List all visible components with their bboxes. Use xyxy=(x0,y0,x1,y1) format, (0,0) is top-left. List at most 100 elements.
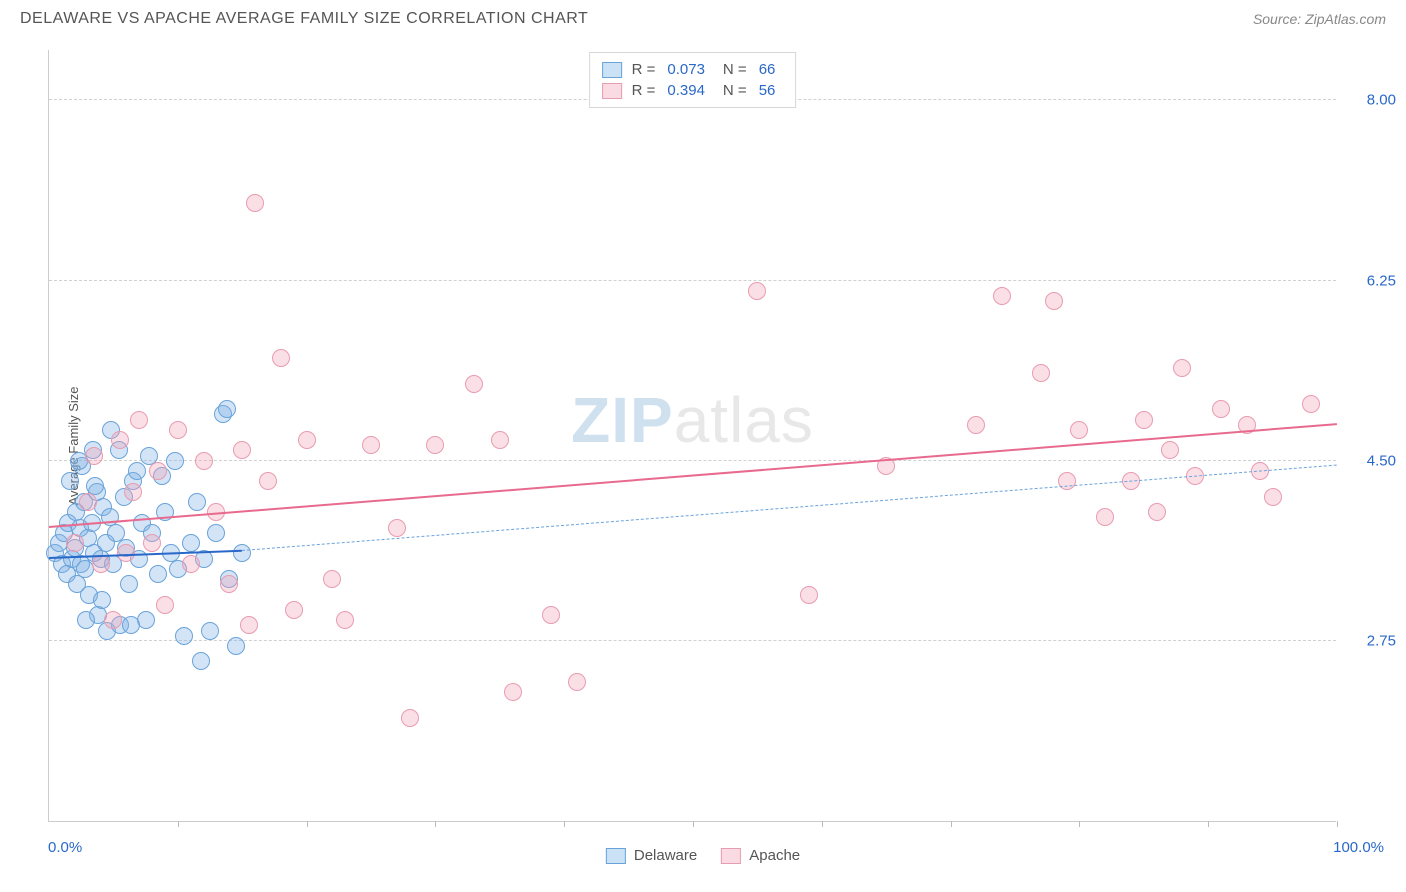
data-point xyxy=(1045,292,1063,310)
data-point xyxy=(92,555,110,573)
data-point xyxy=(192,652,210,670)
legend-series-item: Apache xyxy=(721,847,800,864)
data-point xyxy=(111,431,129,449)
data-point xyxy=(240,616,258,634)
data-point xyxy=(426,436,444,454)
data-point xyxy=(1264,488,1282,506)
legend-correlation-row: R =0.073N =66 xyxy=(602,59,784,80)
data-point xyxy=(388,519,406,537)
data-point xyxy=(156,596,174,614)
data-point xyxy=(401,709,419,727)
data-point xyxy=(285,601,303,619)
trend-line-extrapolated xyxy=(242,465,1337,551)
legend-series-item: Delaware xyxy=(606,847,697,864)
data-point xyxy=(323,570,341,588)
gridline xyxy=(49,280,1336,281)
data-point xyxy=(1135,411,1153,429)
source-label: Source: ZipAtlas.com xyxy=(1253,11,1386,27)
y-tick-label: 4.50 xyxy=(1346,452,1396,469)
r-value: 0.394 xyxy=(667,82,705,99)
data-point xyxy=(182,555,200,573)
data-point xyxy=(748,282,766,300)
y-tick-label: 8.00 xyxy=(1346,92,1396,109)
data-point xyxy=(800,586,818,604)
watermark-zip: ZIP xyxy=(571,384,674,456)
data-point xyxy=(1058,472,1076,490)
data-point xyxy=(1148,503,1166,521)
data-point xyxy=(130,411,148,429)
x-tick xyxy=(178,821,179,827)
data-point xyxy=(77,611,95,629)
data-point xyxy=(504,683,522,701)
data-point xyxy=(233,544,251,562)
data-point xyxy=(568,673,586,691)
r-value: 0.073 xyxy=(667,61,705,78)
data-point xyxy=(195,452,213,470)
data-point xyxy=(1212,400,1230,418)
data-point xyxy=(169,421,187,439)
y-tick-label: 2.75 xyxy=(1346,632,1396,649)
x-tick xyxy=(822,821,823,827)
data-point xyxy=(220,575,238,593)
chart-header: DELAWARE VS APACHE AVERAGE FAMILY SIZE C… xyxy=(0,0,1406,34)
data-point xyxy=(1032,364,1050,382)
legend-swatch xyxy=(606,848,626,864)
data-point xyxy=(362,436,380,454)
chart-plot-area: ZIPatlas R =0.073N =66R =0.394N =56 2.75… xyxy=(48,50,1336,822)
trend-line xyxy=(49,423,1337,528)
x-tick xyxy=(951,821,952,827)
data-point xyxy=(104,611,122,629)
data-point xyxy=(272,349,290,367)
data-point xyxy=(149,565,167,583)
chart-title: DELAWARE VS APACHE AVERAGE FAMILY SIZE C… xyxy=(20,10,588,28)
data-point xyxy=(93,591,111,609)
data-point xyxy=(201,622,219,640)
x-tick xyxy=(693,821,694,827)
data-point xyxy=(1302,395,1320,413)
data-point xyxy=(298,431,316,449)
legend-series-label: Apache xyxy=(749,847,800,864)
data-point xyxy=(182,534,200,552)
watermark-atlas: atlas xyxy=(674,384,814,456)
x-tick xyxy=(564,821,565,827)
x-tick xyxy=(1079,821,1080,827)
watermark: ZIPatlas xyxy=(571,383,814,457)
x-axis-max-label: 100.0% xyxy=(1333,839,1384,856)
data-point xyxy=(175,627,193,645)
data-point xyxy=(1173,359,1191,377)
data-point xyxy=(491,431,509,449)
legend-series: Delaware Apache xyxy=(606,847,800,864)
data-point xyxy=(124,483,142,501)
data-point xyxy=(993,287,1011,305)
x-tick xyxy=(435,821,436,827)
n-value: 66 xyxy=(759,61,776,78)
x-tick xyxy=(307,821,308,827)
data-point xyxy=(1070,421,1088,439)
data-point xyxy=(166,452,184,470)
data-point xyxy=(233,441,251,459)
data-point xyxy=(66,534,84,552)
data-point xyxy=(259,472,277,490)
data-point xyxy=(465,375,483,393)
x-axis-min-label: 0.0% xyxy=(48,839,82,856)
y-tick-label: 6.25 xyxy=(1346,272,1396,289)
data-point xyxy=(122,616,140,634)
data-point xyxy=(218,400,236,418)
n-label: N = xyxy=(723,82,747,99)
legend-correlation: R =0.073N =66R =0.394N =56 xyxy=(589,52,797,108)
n-label: N = xyxy=(723,61,747,78)
x-tick xyxy=(1208,821,1209,827)
data-point xyxy=(207,524,225,542)
legend-series-label: Delaware xyxy=(634,847,697,864)
data-point xyxy=(128,462,146,480)
n-value: 56 xyxy=(759,82,776,99)
data-point xyxy=(120,575,138,593)
gridline xyxy=(49,460,1336,461)
x-tick xyxy=(1337,821,1338,827)
data-point xyxy=(336,611,354,629)
data-point xyxy=(246,194,264,212)
data-point xyxy=(1096,508,1114,526)
data-point xyxy=(143,534,161,552)
data-point xyxy=(85,447,103,465)
data-point xyxy=(188,493,206,511)
